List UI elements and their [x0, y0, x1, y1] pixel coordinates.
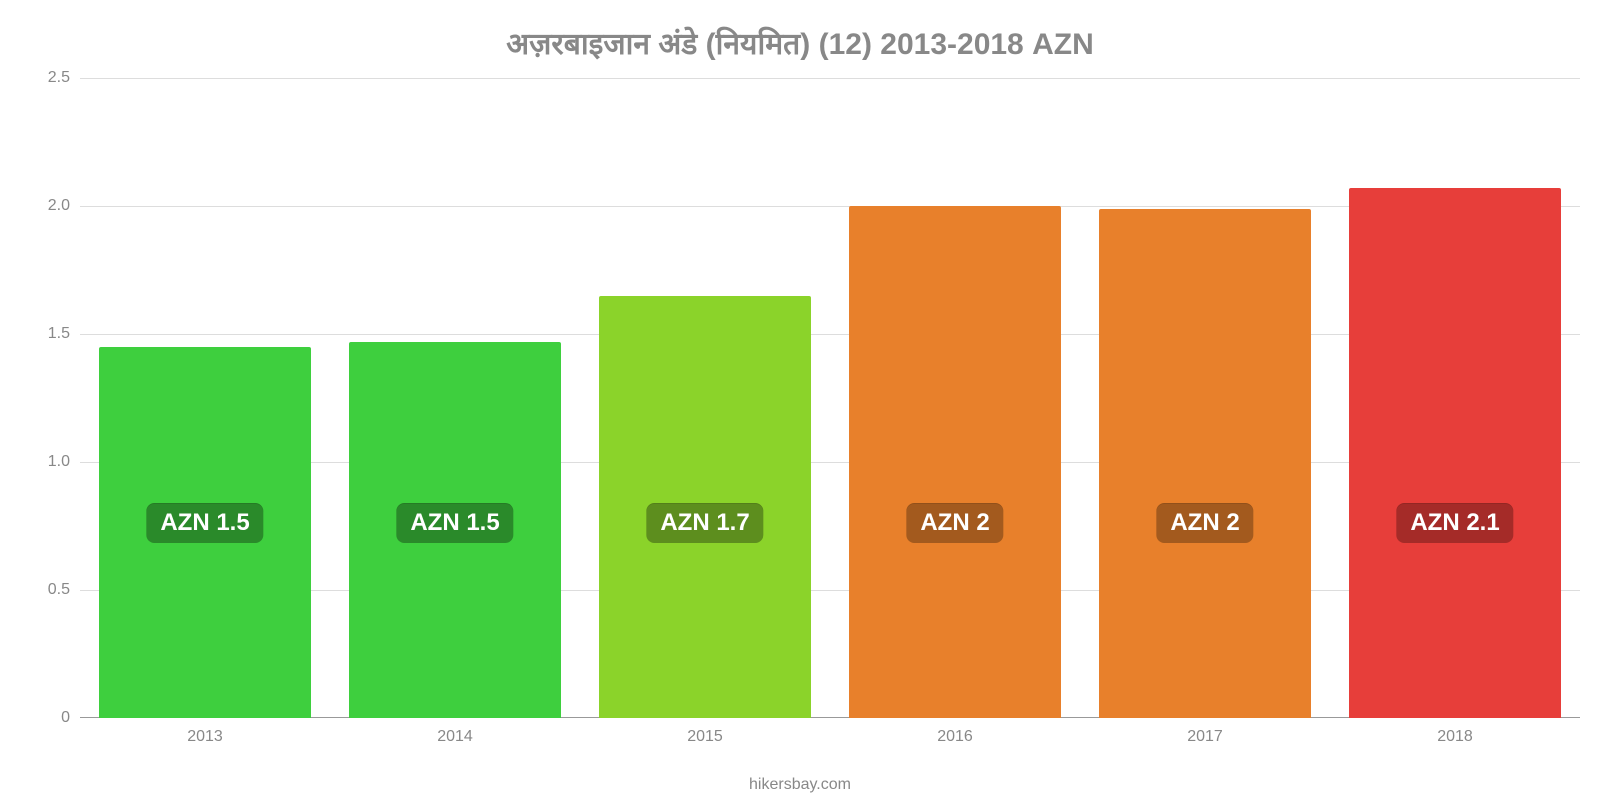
plot-area: 00.51.01.52.02.5AZN 1.52013AZN 1.52014AZ…: [80, 78, 1580, 718]
x-tick-label: 2013: [187, 718, 223, 746]
chart-container: अज़रबाइजान अंडे (नियमित) (12) 2013-2018 …: [0, 0, 1600, 800]
x-tick-label: 2015: [687, 718, 723, 746]
value-badge: AZN 2: [1156, 503, 1253, 543]
y-tick-label: 0: [61, 709, 80, 727]
y-tick-label: 1.0: [48, 453, 80, 471]
x-tick-label: 2014: [437, 718, 473, 746]
x-tick-label: 2016: [937, 718, 973, 746]
bar: [1349, 188, 1562, 718]
y-tick-label: 1.5: [48, 325, 80, 343]
y-tick-label: 0.5: [48, 581, 80, 599]
x-tick-label: 2018: [1437, 718, 1473, 746]
value-badge: AZN 2: [906, 503, 1003, 543]
attribution-label: hikersbay.com: [749, 776, 851, 794]
grid-line: [80, 78, 1580, 79]
chart-title: अज़रबाइजान अंडे (नियमित) (12) 2013-2018 …: [0, 22, 1600, 63]
value-badge: AZN 2.1: [1396, 503, 1513, 543]
bar: [849, 206, 1062, 718]
bar: [1099, 209, 1312, 718]
value-badge: AZN 1.5: [146, 503, 263, 543]
value-badge: AZN 1.5: [396, 503, 513, 543]
y-tick-label: 2.5: [48, 69, 80, 87]
value-badge: AZN 1.7: [646, 503, 763, 543]
x-tick-label: 2017: [1187, 718, 1223, 746]
y-tick-label: 2.0: [48, 197, 80, 215]
